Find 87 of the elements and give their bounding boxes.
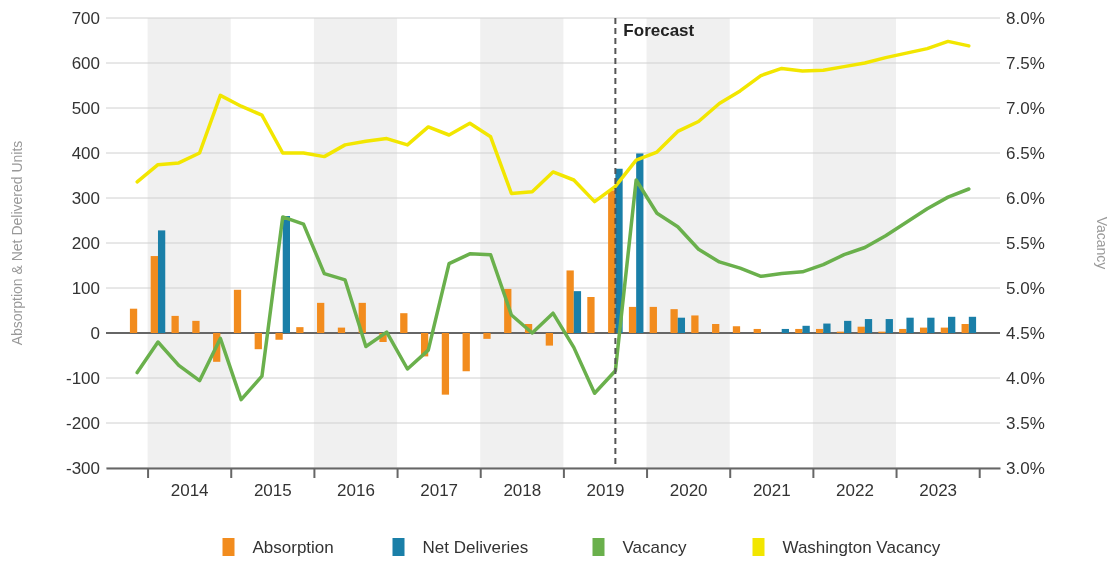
y2-tick-label: 5.0% [1006, 278, 1045, 298]
bar [171, 315, 179, 333]
bar [400, 313, 408, 333]
bar [275, 333, 283, 340]
bar [940, 327, 949, 333]
bar [566, 270, 574, 333]
bar [192, 320, 200, 333]
x-tick-label: 2016 [337, 481, 375, 501]
bar [649, 306, 657, 333]
legend-label: Washington Vacancy [782, 537, 941, 557]
bar [337, 327, 346, 333]
bar [628, 306, 637, 333]
y2-tick-label: 8.0% [1006, 8, 1045, 28]
bar [864, 319, 873, 333]
bar [462, 333, 470, 372]
bar [670, 309, 678, 333]
bar [129, 308, 138, 333]
bar [157, 230, 166, 333]
bar [961, 324, 969, 333]
bar [150, 256, 158, 333]
bar [545, 333, 553, 346]
bar [691, 315, 699, 333]
bar [254, 333, 262, 350]
bar [948, 316, 956, 333]
x-tick-label: 2019 [586, 481, 625, 501]
legend-label: Absorption [252, 537, 334, 557]
x-tick-label: 2014 [170, 481, 209, 501]
y2-tick-label: 5.5% [1006, 233, 1045, 253]
bar [753, 328, 761, 333]
x-tick-label: 2023 [919, 481, 958, 501]
y-tick-label: 700 [71, 8, 100, 28]
y-tick-label: 300 [71, 188, 100, 208]
bar [816, 328, 824, 333]
y-tick-label: 200 [71, 233, 100, 253]
y2-tick-label: 6.5% [1006, 143, 1045, 163]
y-tick-label: 500 [71, 98, 100, 118]
legend-label: Vacancy [622, 537, 687, 557]
x-tick-label: 2020 [669, 481, 708, 501]
y2-tick-label: 4.0% [1006, 368, 1045, 388]
x-tick-label: 2017 [420, 481, 459, 501]
bar [802, 325, 810, 333]
bar [844, 320, 852, 333]
bar [573, 291, 582, 333]
y-tick-label: -300 [65, 458, 100, 478]
ref-line-label: Forecast [623, 21, 695, 40]
bar [899, 328, 907, 333]
bar [906, 317, 914, 333]
legend-label: Net Deliveries [422, 537, 529, 557]
y-tick-label: -100 [65, 368, 100, 388]
bar [857, 326, 865, 333]
bar [677, 317, 686, 333]
y-tick-label: -200 [65, 413, 100, 433]
y-tick-label: 100 [71, 278, 100, 298]
y-tick-label: 0 [90, 323, 100, 343]
line-series [135, 39, 971, 204]
bar [712, 324, 720, 333]
bar [483, 333, 491, 339]
y2-tick-label: 7.0% [1006, 98, 1045, 118]
bar [233, 289, 242, 333]
bar [296, 327, 304, 333]
bar [636, 153, 644, 333]
x-tick-label: 2021 [752, 481, 791, 501]
x-tick-label: 2018 [503, 481, 542, 501]
bar [968, 316, 977, 333]
bar [919, 327, 928, 333]
bar [795, 328, 803, 333]
y2-tick-label: 7.5% [1006, 53, 1045, 73]
bar [823, 323, 831, 333]
bar [441, 333, 450, 395]
y2-axis-title: Vacancy [1094, 216, 1110, 270]
bar [781, 328, 789, 333]
x-tick-label: 2015 [253, 481, 292, 501]
bar [317, 302, 325, 333]
bar [732, 326, 741, 333]
x-tick-label: 2022 [836, 481, 874, 501]
y2-tick-label: 3.0% [1006, 458, 1045, 478]
line-series [135, 178, 971, 402]
y-tick-label: 600 [71, 53, 100, 73]
bar [282, 216, 290, 333]
y2-tick-label: 4.5% [1006, 323, 1045, 343]
bar [885, 319, 893, 333]
bar [927, 317, 935, 333]
y2-tick-label: 6.0% [1006, 188, 1045, 208]
bar [587, 297, 595, 333]
y-tick-label: 400 [71, 143, 100, 163]
y2-tick-label: 3.5% [1006, 413, 1045, 433]
y-axis-title: Absorption & Net Delivered Units [9, 140, 25, 346]
